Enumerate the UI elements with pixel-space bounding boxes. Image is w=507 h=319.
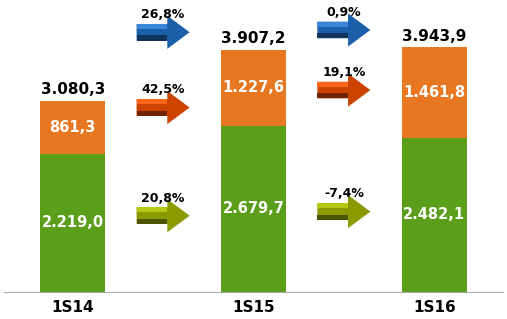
Text: 19,1%: 19,1% (322, 66, 366, 79)
Polygon shape (317, 93, 348, 98)
Bar (402, 47, 466, 138)
Text: 0,9%: 0,9% (327, 6, 361, 19)
Text: 2.679,7: 2.679,7 (223, 201, 284, 216)
Bar (402, 138, 466, 292)
Polygon shape (136, 35, 167, 41)
Text: 3.943,9: 3.943,9 (402, 29, 466, 44)
Polygon shape (136, 219, 167, 224)
Polygon shape (136, 24, 167, 29)
Polygon shape (317, 215, 348, 220)
Text: 2.482,1: 2.482,1 (403, 207, 465, 222)
Polygon shape (136, 111, 167, 116)
Text: 3.907,2: 3.907,2 (221, 31, 286, 46)
Text: 1.227,6: 1.227,6 (223, 80, 284, 95)
Polygon shape (317, 195, 371, 228)
Polygon shape (317, 203, 348, 208)
Polygon shape (136, 199, 190, 232)
Polygon shape (317, 82, 348, 87)
Text: 1.461,8: 1.461,8 (403, 85, 465, 100)
Text: 2.219,0: 2.219,0 (42, 215, 104, 230)
Text: 861,3: 861,3 (50, 120, 96, 135)
Polygon shape (136, 91, 190, 124)
Bar (41, 154, 105, 292)
Text: 26,8%: 26,8% (141, 8, 185, 21)
Text: 20,8%: 20,8% (141, 191, 185, 204)
Polygon shape (317, 33, 348, 38)
Text: 3.080,3: 3.080,3 (41, 82, 105, 97)
Text: -7,4%: -7,4% (324, 188, 364, 200)
Polygon shape (136, 207, 167, 212)
Polygon shape (136, 99, 167, 104)
Bar (221, 49, 286, 126)
Polygon shape (317, 73, 371, 107)
Bar (41, 101, 105, 154)
Bar (221, 126, 286, 292)
Polygon shape (136, 16, 190, 49)
Polygon shape (317, 22, 348, 27)
Text: 42,5%: 42,5% (141, 83, 185, 96)
Polygon shape (317, 13, 371, 47)
